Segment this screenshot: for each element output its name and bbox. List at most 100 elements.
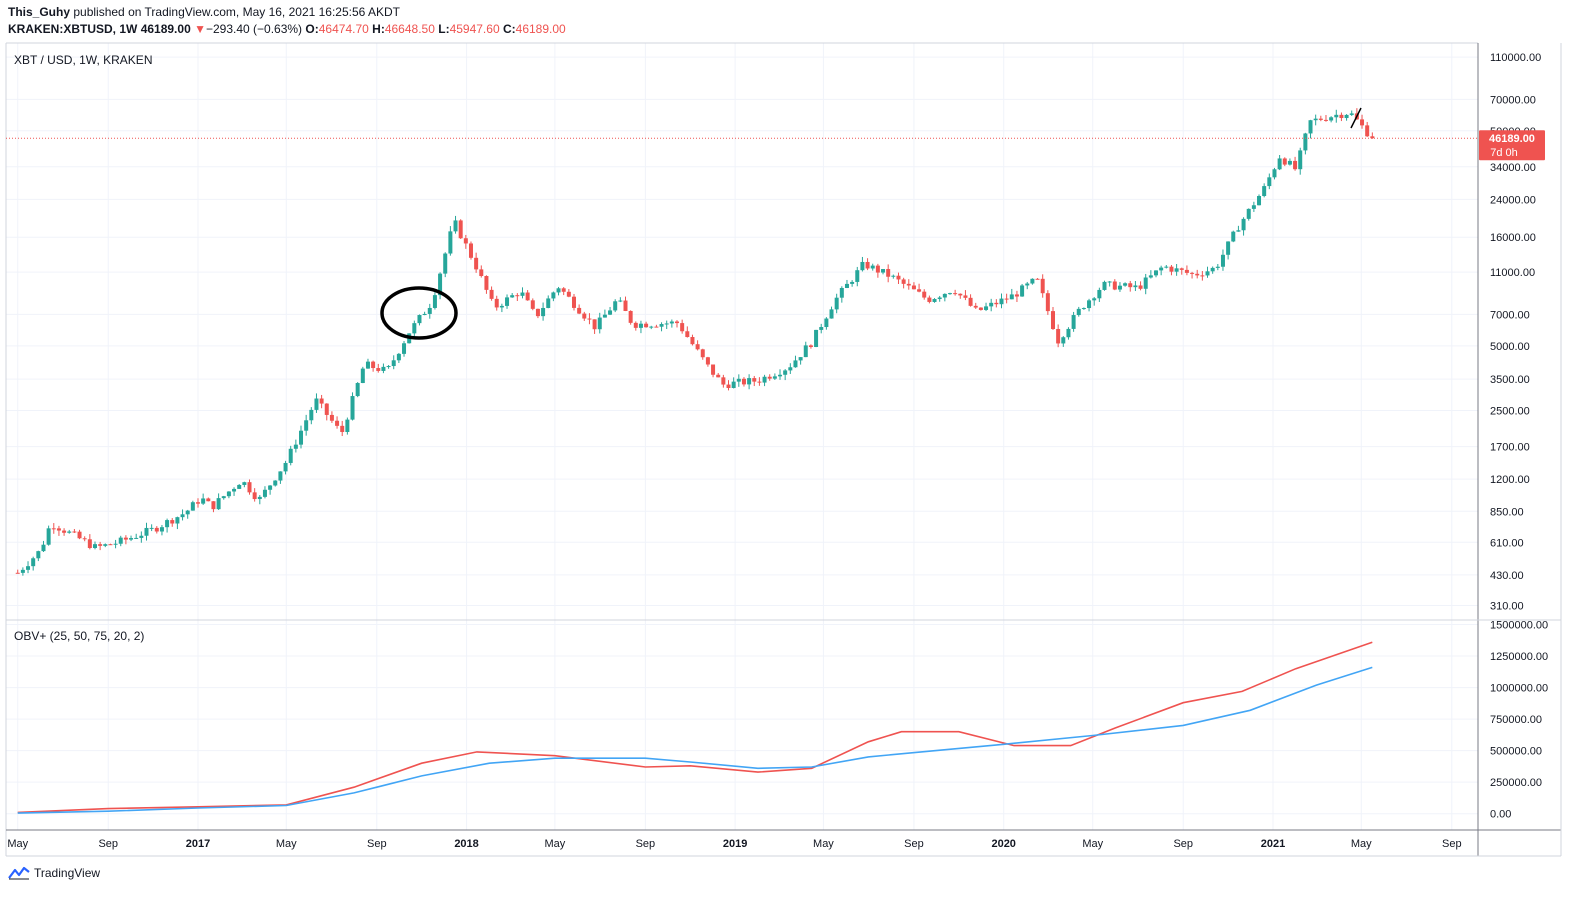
candle-body xyxy=(20,569,25,573)
candle-body xyxy=(129,538,134,540)
candle-body xyxy=(1251,205,1256,209)
candle-body xyxy=(669,321,674,324)
publisher-name[interactable]: This_Guhy xyxy=(8,5,71,19)
candle-body xyxy=(566,291,571,297)
candle-body xyxy=(92,544,97,549)
time-tick-label: Sep xyxy=(367,838,387,850)
candle-body xyxy=(932,299,937,302)
candle-body xyxy=(262,489,267,497)
ellipse-annotation[interactable] xyxy=(380,286,458,340)
candle-body xyxy=(448,231,453,254)
candle-body xyxy=(680,323,685,332)
candle-body xyxy=(108,544,113,546)
candle-body xyxy=(1323,119,1328,121)
close-value: 46189.00 xyxy=(515,22,566,36)
candle-body xyxy=(906,283,911,286)
candle-body xyxy=(345,419,350,432)
candle-body xyxy=(87,539,92,549)
price-tick-label: 430.00 xyxy=(1490,570,1524,582)
candle-body xyxy=(1071,315,1076,329)
candle-body xyxy=(340,425,345,432)
candle-body xyxy=(793,360,798,368)
candle-body xyxy=(1210,267,1215,272)
obv-tick-label: 250000.00 xyxy=(1490,777,1542,789)
candle-body xyxy=(783,370,788,375)
candle-body xyxy=(314,398,319,410)
symbol-label[interactable]: KRAKEN:XBTUSD, 1W xyxy=(8,22,138,36)
candle-body xyxy=(335,420,340,426)
chart-canvas[interactable]: XBT / USD, 1W, KRAKEN OBV+ (25, 50, 75, … xyxy=(0,0,1573,860)
main-pane-title: XBT / USD, 1W, KRAKEN xyxy=(14,53,152,67)
price-tick-label: 24000.00 xyxy=(1490,194,1536,206)
candle-body xyxy=(752,378,757,382)
candle-body xyxy=(159,527,164,532)
trend-line-annotation[interactable] xyxy=(1350,107,1362,129)
candle-body xyxy=(1164,266,1169,268)
candle-body xyxy=(427,307,432,314)
candle-body xyxy=(175,517,180,524)
candle-body xyxy=(1107,281,1112,283)
candle-body xyxy=(1066,328,1071,338)
price-tick-label: 16000.00 xyxy=(1490,232,1536,244)
candle-body xyxy=(324,403,329,415)
price-tick-label: 1200.00 xyxy=(1490,474,1530,486)
candle-body xyxy=(973,305,978,308)
candle-body xyxy=(577,307,582,314)
candle-body xyxy=(1133,285,1138,288)
candle-body xyxy=(1138,285,1143,289)
candle-body xyxy=(1087,300,1092,309)
candle-body xyxy=(587,318,592,320)
obv-tick-label: 750000.00 xyxy=(1490,714,1542,726)
candle-body xyxy=(185,510,190,515)
candle-body xyxy=(911,285,916,290)
candle-body xyxy=(901,279,906,284)
candle-body xyxy=(1236,230,1241,232)
candle-body xyxy=(463,238,468,244)
candle-body xyxy=(953,293,958,295)
open-value: 46474.70 xyxy=(318,22,369,36)
candle-body xyxy=(896,275,901,280)
candle-body xyxy=(268,485,273,490)
candle-body xyxy=(417,315,422,324)
candle-body xyxy=(412,323,417,334)
change-value: −293.40 (−0.63%) xyxy=(205,22,303,36)
candle-body xyxy=(144,527,149,536)
candle-body xyxy=(1298,150,1303,170)
price-tick-label: 2500.00 xyxy=(1490,406,1530,418)
candle-body xyxy=(834,297,839,310)
candle-body xyxy=(510,295,515,298)
tradingview-logo-icon[interactable] xyxy=(8,866,30,880)
price-tick-label: 610.00 xyxy=(1490,537,1524,549)
time-tick-label: May xyxy=(544,838,565,850)
chart-header: This_Guhy published on TradingView.com, … xyxy=(8,4,566,38)
candle-body xyxy=(386,366,391,368)
candle-body xyxy=(489,289,494,299)
candle-body xyxy=(757,381,762,383)
candle-body xyxy=(216,498,221,510)
candle-body xyxy=(644,323,649,328)
candle-body xyxy=(98,544,103,546)
candle-body xyxy=(1293,160,1298,170)
candle-body xyxy=(958,293,963,296)
candle-body xyxy=(1190,272,1195,274)
candle-body xyxy=(1154,270,1159,276)
candle-body xyxy=(1257,196,1262,206)
candle-body xyxy=(1117,285,1122,290)
candle-body xyxy=(139,535,144,538)
candle-body xyxy=(1313,118,1318,121)
candle-body xyxy=(1061,337,1066,344)
candle-body xyxy=(36,551,41,559)
price-tick-label: 7000.00 xyxy=(1490,309,1530,321)
candle-body xyxy=(917,289,922,292)
candle-body xyxy=(664,323,669,325)
candle-body xyxy=(1020,285,1025,297)
tradingview-brand[interactable]: TradingView xyxy=(34,866,101,880)
candle-body xyxy=(51,528,56,530)
candle-body xyxy=(860,261,865,271)
candle-body xyxy=(1267,177,1272,187)
candle-body xyxy=(252,492,257,500)
candle-body xyxy=(989,302,994,307)
candle-body xyxy=(1102,281,1107,290)
footer: TradingView xyxy=(8,866,100,880)
candle-body xyxy=(1030,278,1035,284)
